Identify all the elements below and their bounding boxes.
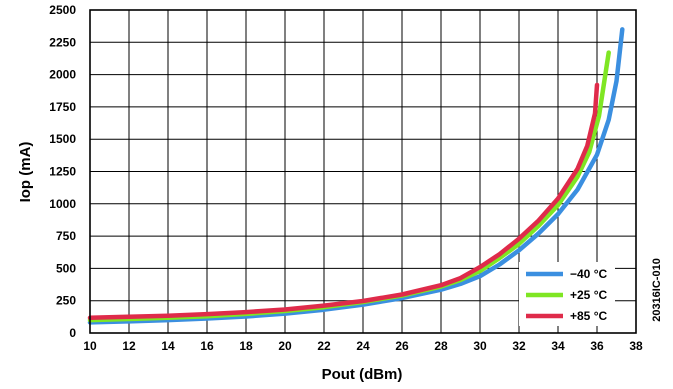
x-tick-label: 34 <box>551 339 565 353</box>
y-tick-label: 1000 <box>49 197 76 211</box>
x-tick-label: 24 <box>356 339 370 353</box>
x-tick-label: 22 <box>317 339 331 353</box>
y-tick-label: 1250 <box>49 165 76 179</box>
x-axis-title: Pout (dBm) <box>322 366 403 383</box>
y-tick-label: 1750 <box>49 100 76 114</box>
x-tick-label: 36 <box>590 339 604 353</box>
figure-code: 20316IC-010 <box>651 258 663 322</box>
series-line-2 <box>87 82 600 321</box>
y-tick-label: 500 <box>56 261 76 275</box>
y-axis-title: Iop (mA) <box>17 142 34 203</box>
x-tick-label: 28 <box>434 339 448 353</box>
legend: −40 °C +25 °C +85 °C <box>519 262 615 326</box>
series-lines <box>87 27 625 325</box>
x-tick-label: 18 <box>239 339 253 353</box>
x-tick-label: 10 <box>83 339 97 353</box>
series-line-0 <box>87 27 625 325</box>
y-tick-label: 2000 <box>49 68 76 82</box>
y-tick-label: 250 <box>56 294 76 308</box>
y-tick-label: 0 <box>69 326 76 340</box>
x-tick-label: 14 <box>161 339 175 353</box>
y-tick-label: 750 <box>56 229 76 243</box>
plot-frame <box>89 9 637 334</box>
x-tick-label: 32 <box>512 339 526 353</box>
legend-label: −40 °C <box>570 267 607 281</box>
x-tick-label: 20 <box>278 339 292 353</box>
legend-label: +85 °C <box>570 309 607 323</box>
x-tick-label: 26 <box>395 339 409 353</box>
x-tick-label: 16 <box>200 339 214 353</box>
y-tick-label: 2250 <box>49 35 76 49</box>
x-tick-label: 38 <box>629 339 643 353</box>
x-tick-label: 12 <box>122 339 136 353</box>
y-tick-label: 1500 <box>49 132 76 146</box>
y-tick-labels: 0 250 500 750 1000 1250 1500 1750 2000 2250 2500 <box>49 3 76 340</box>
legend-label: +25 °C <box>570 288 607 302</box>
x-tick-label: 30 <box>473 339 487 353</box>
y-tick-label: 2500 <box>49 3 76 17</box>
x-tick-labels: 10 12 14 16 18 20 22 24 26 28 30 32 34 36 38 <box>83 339 643 353</box>
